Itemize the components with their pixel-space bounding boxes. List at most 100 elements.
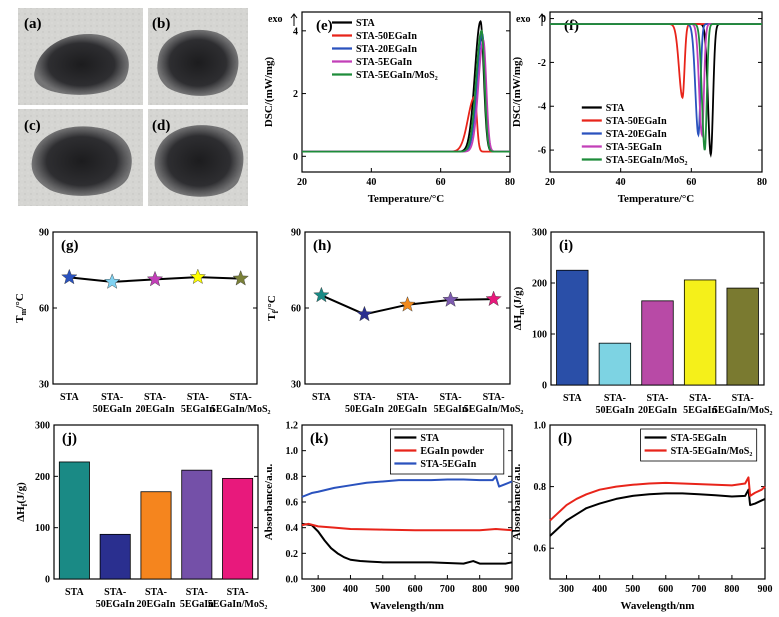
star-marker: [189, 268, 206, 285]
y-tick-label: -2: [538, 58, 546, 69]
x-tick-label: 40: [616, 177, 626, 188]
x-category-label: STA-: [483, 392, 505, 403]
x-tick-label: 80: [505, 177, 515, 188]
star-marker: [356, 305, 373, 322]
x-category-label: 5EGaIn: [434, 404, 468, 415]
x-category-label: 5EGaIn: [683, 405, 717, 416]
y-axis-label-tail: /°C: [266, 295, 278, 311]
x-tick-label: 700: [440, 584, 455, 595]
y-axis-label-tail: (J/g): [15, 482, 27, 504]
x-tick-label: 500: [375, 584, 390, 595]
bar: [726, 287, 759, 386]
plot-frame: [301, 11, 511, 173]
star-marker: [399, 296, 416, 312]
x-tick-label: 400: [343, 584, 358, 595]
legend-box: [640, 428, 758, 462]
x-category-label: STA-: [732, 393, 754, 404]
y-axis-label: ΔHm(J/g): [512, 286, 526, 330]
x-category-label: STA-: [230, 392, 252, 403]
y-tick-label: 90: [39, 228, 49, 239]
legend-label: STA-5EGaIn/MoS₂: [606, 155, 688, 166]
x-tick-label: 300: [559, 584, 574, 595]
y-axis-label-sub: f: [271, 310, 280, 313]
photo-label-b: (b): [152, 16, 170, 32]
x-category-label: STA-: [144, 392, 166, 403]
y-tick-label: 0.2: [286, 549, 299, 560]
y-axis-label-main: ΔH: [15, 506, 27, 522]
y-tick-label: 0: [45, 575, 50, 586]
series-line-sta: [301, 522, 513, 565]
legend-label: STA-5EGaIn/MoS₂: [356, 70, 438, 81]
y-tick-label: -6: [538, 146, 546, 157]
x-category-label: STA: [312, 392, 331, 403]
x-category-label: 5EGaIn/MoS₂: [208, 599, 268, 610]
y-tick-label: 300: [35, 421, 50, 432]
x-tick-label: 20: [297, 177, 307, 188]
exo-arrow-icon: [538, 13, 546, 26]
powder-pile-d: [154, 125, 244, 197]
x-category-label: STA-: [604, 393, 626, 404]
x-category-label: STA-: [104, 587, 126, 598]
x-category-label: STA-: [145, 587, 167, 598]
y-tick-label: 200: [35, 472, 50, 483]
star-marker: [485, 290, 502, 307]
photo-tile-d: (d): [148, 109, 248, 206]
legend-label: STA-5EGaIn: [606, 142, 662, 153]
x-category-label: 50EGaIn: [96, 599, 135, 610]
y-tick-label: 0.4: [286, 523, 299, 534]
x-tick-label: 900: [758, 584, 773, 595]
y-axis-label: Absorbance/a.u.: [263, 464, 275, 541]
y-axis-label: ΔHf(J/g): [15, 482, 29, 522]
y-axis-label-main: T: [266, 313, 278, 321]
bar: [222, 477, 254, 580]
x-category-label: STA-: [186, 587, 208, 598]
y-axis-label-tail: /°C: [14, 293, 26, 309]
x-category-label: 20EGaIn: [638, 405, 677, 416]
legend-label: STA-50EGaIn: [606, 116, 667, 127]
x-tick-label: 500: [625, 584, 640, 595]
powder-photos: (a) (b) (c) (d): [18, 8, 248, 206]
y-axis-label-sub: m: [517, 308, 526, 315]
x-category-label: STA-: [396, 392, 418, 403]
y-tick-label: 1.0: [534, 421, 547, 432]
bar: [140, 491, 172, 580]
y-axis-label: Absorbance/a.u.: [511, 464, 523, 541]
x-category-label: STA-: [440, 392, 462, 403]
x-category-label: 50EGaIn: [93, 404, 132, 415]
x-tick-label: 40: [366, 177, 376, 188]
y-tick-label: 0: [541, 14, 546, 25]
series-line-sta-5egain: [301, 475, 513, 498]
y-axis-label-sub: f: [20, 503, 29, 506]
y-tick-label: 0: [542, 381, 547, 392]
x-category-label: STA-: [353, 392, 375, 403]
y-tick-label: 1.2: [286, 421, 299, 432]
x-tick-label: 60: [436, 177, 446, 188]
series-line-sta-5egain-mos-: [550, 23, 762, 151]
x-tick-label: 400: [592, 584, 607, 595]
x-category-label: 5EGaIn/MoS₂: [464, 404, 524, 415]
y-tick-label: 0.6: [534, 544, 547, 555]
x-tick-label: 20: [545, 177, 555, 188]
x-tick-label: 80: [757, 177, 767, 188]
exo-arrow-icon: [290, 13, 298, 26]
x-tick-label: 600: [658, 584, 673, 595]
panel-label: (j): [62, 431, 77, 447]
legend-label: STA: [420, 433, 439, 444]
y-tick-label: 200: [532, 279, 547, 290]
x-category-label: 5EGaIn/MoS₂: [211, 404, 271, 415]
x-tick-label: 900: [505, 584, 520, 595]
y-tick-label: 300: [532, 228, 547, 239]
panel-label: (l): [558, 431, 572, 447]
legend-label: STA: [606, 103, 625, 114]
photo-label-d: (d): [152, 118, 170, 134]
series-line-sta-50egain: [550, 23, 762, 100]
x-tick-label: 800: [472, 584, 487, 595]
photo-label-a: (a): [24, 16, 42, 32]
x-tick-label: 700: [691, 584, 706, 595]
series-line-sta-5egain: [549, 488, 766, 537]
x-category-label: STA-: [689, 393, 711, 404]
y-tick-label: 100: [35, 523, 50, 534]
